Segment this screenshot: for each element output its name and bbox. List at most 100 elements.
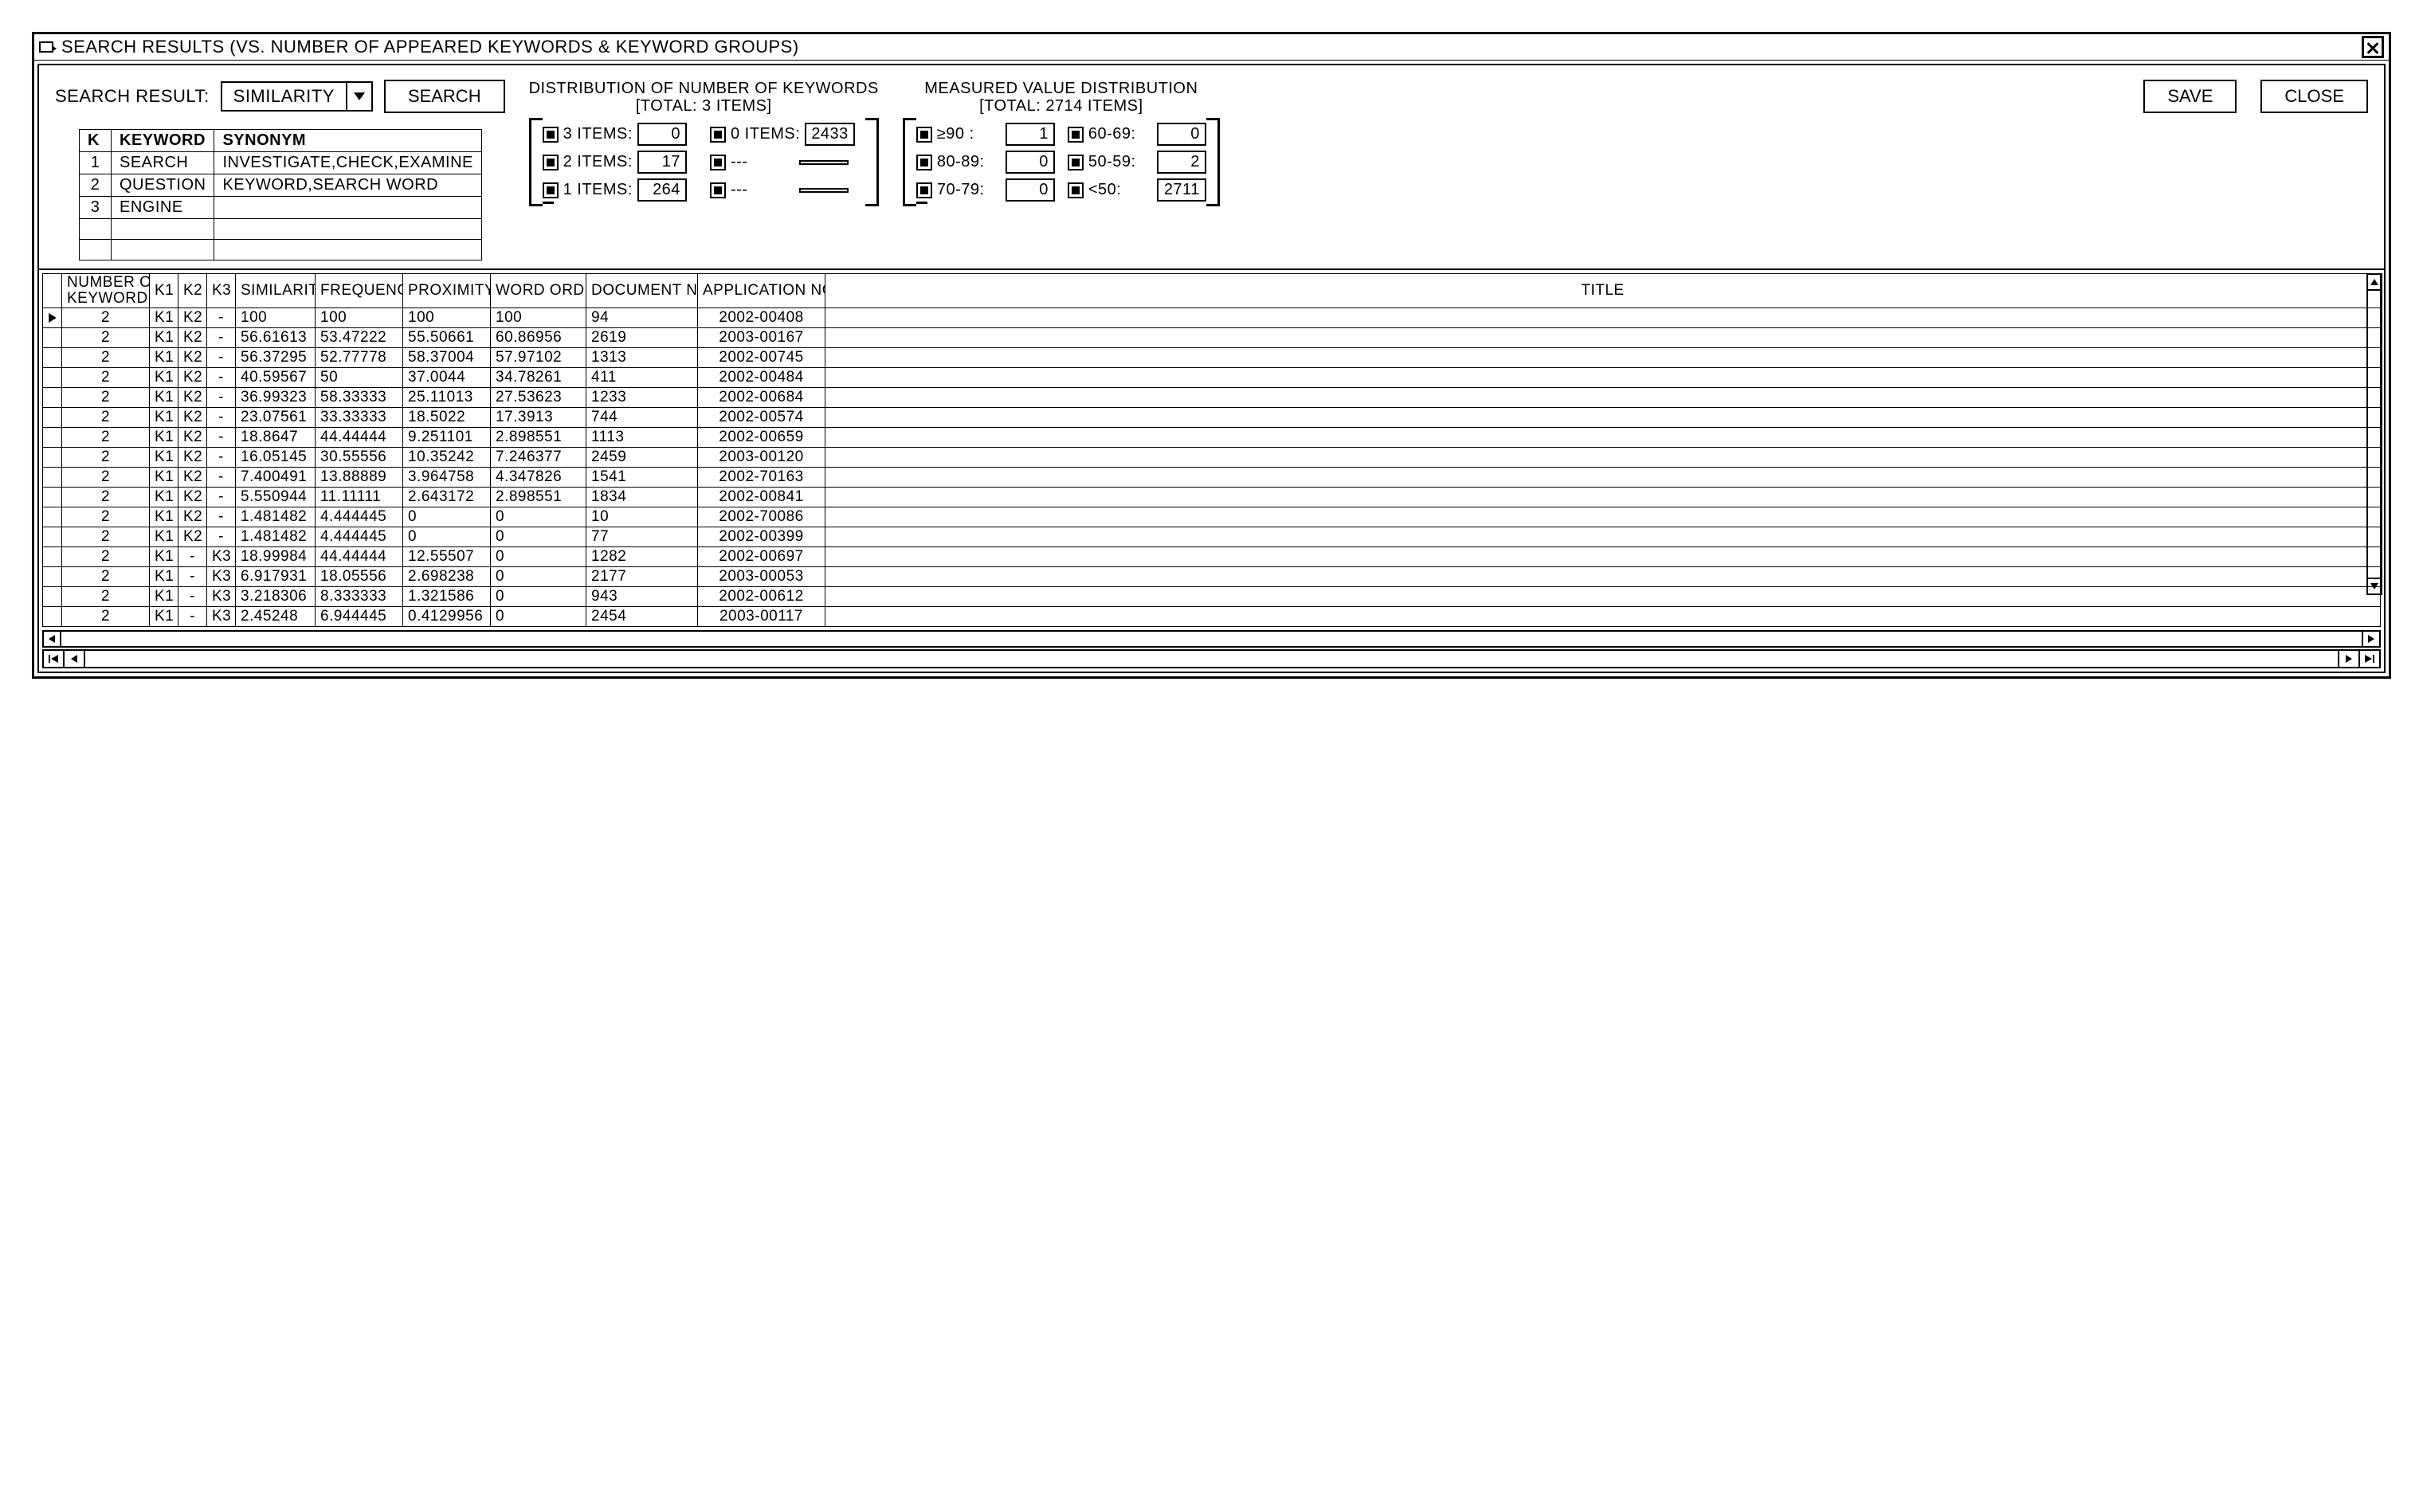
table-row[interactable]: 2K1K2-18.864744.444449.2511012.898551111… bbox=[43, 427, 2381, 447]
scroll-right-icon[interactable] bbox=[2362, 632, 2379, 646]
checkbox-icon[interactable] bbox=[710, 127, 726, 143]
search-button[interactable]: SEARCH bbox=[384, 80, 505, 113]
row-selector[interactable] bbox=[43, 347, 62, 367]
table-row[interactable]: 2K1K2-100100100100942002-00408 bbox=[43, 307, 2381, 327]
cell-nk: 2 bbox=[62, 447, 150, 467]
cell-sim: 56.61613 bbox=[236, 327, 316, 347]
dist-value: 2711 bbox=[1157, 178, 1206, 202]
checkbox-icon[interactable] bbox=[543, 182, 559, 198]
row-selector[interactable] bbox=[43, 507, 62, 527]
checkbox-icon[interactable] bbox=[1068, 127, 1084, 143]
close-icon[interactable] bbox=[2362, 36, 2384, 58]
similarity-dropdown[interactable]: SIMILARITY bbox=[221, 81, 373, 112]
row-selector[interactable] bbox=[43, 606, 62, 626]
cell-k1: K1 bbox=[150, 507, 178, 527]
keyword-row[interactable]: 1SEARCHINVESTIGATE,CHECK,EXAMINE bbox=[80, 152, 482, 174]
dist-value: 17 bbox=[637, 151, 687, 174]
checkbox-icon[interactable] bbox=[543, 155, 559, 170]
keyword-row[interactable]: 3ENGINE bbox=[80, 197, 482, 219]
keyword-row[interactable]: 2QUESTIONKEYWORD,SEARCH WORD bbox=[80, 174, 482, 197]
table-row[interactable]: 2K1K2-36.9932358.3333325.1101327.5362312… bbox=[43, 387, 2381, 407]
col-k1[interactable]: K1 bbox=[150, 274, 178, 308]
table-row[interactable]: 2K1K2-40.595675037.004434.782614112002-0… bbox=[43, 367, 2381, 387]
nav-next-icon[interactable] bbox=[2338, 651, 2358, 667]
table-row[interactable]: 2K1K2-56.6161353.4722255.5066160.8695626… bbox=[43, 327, 2381, 347]
cell-k2: K2 bbox=[178, 427, 207, 447]
nav-prev-icon[interactable] bbox=[65, 651, 85, 667]
row-selector[interactable] bbox=[43, 327, 62, 347]
row-selector[interactable] bbox=[43, 407, 62, 427]
dist-label: --- bbox=[731, 181, 794, 199]
cell-nk: 2 bbox=[62, 387, 150, 407]
col-title[interactable]: TITLE bbox=[825, 274, 2381, 308]
table-row[interactable]: 2K1K2-56.3729552.7777858.3700457.9710213… bbox=[43, 347, 2381, 367]
col-doc-no[interactable]: DOCUMENT NO. bbox=[586, 274, 698, 308]
cell-sim: 3.218306 bbox=[236, 586, 316, 606]
col-word-order[interactable]: WORD ORDER bbox=[491, 274, 586, 308]
results-table: NUMBER OFKEYWORDS K1 K2 K3 SIMILARITY FR… bbox=[42, 273, 2381, 627]
table-row[interactable]: 2K1K2-7.40049113.888893.9647584.34782615… bbox=[43, 467, 2381, 487]
checkbox-icon[interactable] bbox=[916, 155, 932, 170]
checkbox-icon[interactable] bbox=[916, 182, 932, 198]
scroll-left-icon[interactable] bbox=[44, 632, 61, 646]
dist-cell: 2 ITEMS:17 bbox=[543, 151, 697, 174]
col-k3[interactable]: K3 bbox=[207, 274, 236, 308]
cell-wo: 57.97102 bbox=[491, 347, 586, 367]
checkbox-icon[interactable] bbox=[710, 155, 726, 170]
keyword-row[interactable] bbox=[80, 240, 482, 260]
nav-first-icon[interactable] bbox=[44, 651, 65, 667]
checkbox-icon[interactable] bbox=[1068, 155, 1084, 170]
save-button[interactable]: SAVE bbox=[2143, 80, 2237, 113]
col-num-kw[interactable]: NUMBER OFKEYWORDS bbox=[62, 274, 150, 308]
row-selector[interactable] bbox=[43, 467, 62, 487]
table-row[interactable]: 2K1K2-23.0756133.3333318.502217.39137442… bbox=[43, 407, 2381, 427]
row-selector[interactable] bbox=[43, 546, 62, 566]
col-k2[interactable]: K2 bbox=[178, 274, 207, 308]
cell-sim: 1.481482 bbox=[236, 527, 316, 546]
col-proximity[interactable]: PROXIMITY bbox=[403, 274, 491, 308]
col-similarity[interactable]: SIMILARITY bbox=[236, 274, 316, 308]
checkbox-icon[interactable] bbox=[1068, 182, 1084, 198]
checkbox-icon[interactable] bbox=[916, 127, 932, 143]
dist-label: 2 ITEMS: bbox=[563, 153, 633, 171]
table-row[interactable]: 2K1K2-5.55094411.111112.6431722.89855118… bbox=[43, 487, 2381, 507]
nav-last-icon[interactable] bbox=[2358, 651, 2379, 667]
close-button[interactable]: CLOSE bbox=[2260, 80, 2368, 113]
row-selector[interactable] bbox=[43, 566, 62, 586]
cell-wo: 60.86956 bbox=[491, 327, 586, 347]
cell-doc: 2177 bbox=[586, 566, 698, 586]
row-selector[interactable] bbox=[43, 387, 62, 407]
table-row[interactable]: 2K1-K32.452486.9444450.4129956024542003-… bbox=[43, 606, 2381, 626]
cell-wo: 17.3913 bbox=[491, 407, 586, 427]
checkbox-icon[interactable] bbox=[543, 127, 559, 143]
row-selector-icon[interactable] bbox=[43, 307, 62, 327]
scroll-up-icon[interactable] bbox=[2368, 275, 2381, 291]
row-selector[interactable] bbox=[43, 367, 62, 387]
checkbox-icon[interactable] bbox=[710, 182, 726, 198]
cell-app: 2003-00120 bbox=[698, 447, 825, 467]
row-selector[interactable] bbox=[43, 586, 62, 606]
table-row[interactable]: 2K1K2-16.0514530.5555610.352427.24637724… bbox=[43, 447, 2381, 467]
row-selector[interactable] bbox=[43, 427, 62, 447]
record-navigator[interactable] bbox=[42, 649, 2381, 668]
row-selector[interactable] bbox=[43, 487, 62, 507]
horizontal-scrollbar[interactable] bbox=[42, 630, 2381, 648]
table-row[interactable]: 2K1K2-1.4814824.44444500772002-00399 bbox=[43, 527, 2381, 546]
cell-freq: 53.47222 bbox=[316, 327, 403, 347]
cell-prox: 0.4129956 bbox=[403, 606, 491, 626]
row-selector[interactable] bbox=[43, 447, 62, 467]
table-row[interactable]: 2K1-K36.91793118.055562.698238021772003-… bbox=[43, 566, 2381, 586]
cell-title bbox=[825, 606, 2381, 626]
col-app-no[interactable]: APPLICATION NO. bbox=[698, 274, 825, 308]
table-row[interactable]: 2K1-K318.9998444.4444412.55507012822002-… bbox=[43, 546, 2381, 566]
table-row[interactable]: 2K1K2-1.4814824.44444500102002-70086 bbox=[43, 507, 2381, 527]
table-row[interactable]: 2K1-K33.2183068.3333331.32158609432002-0… bbox=[43, 586, 2381, 606]
row-selector[interactable] bbox=[43, 527, 62, 546]
vertical-scrollbar[interactable] bbox=[2366, 273, 2382, 595]
cell-title bbox=[825, 467, 2381, 487]
cell-prox: 2.643172 bbox=[403, 487, 491, 507]
kw-cell-k bbox=[80, 240, 112, 260]
col-frequency[interactable]: FREQUENCY bbox=[316, 274, 403, 308]
keyword-row[interactable] bbox=[80, 219, 482, 240]
scroll-down-icon[interactable] bbox=[2368, 578, 2381, 593]
